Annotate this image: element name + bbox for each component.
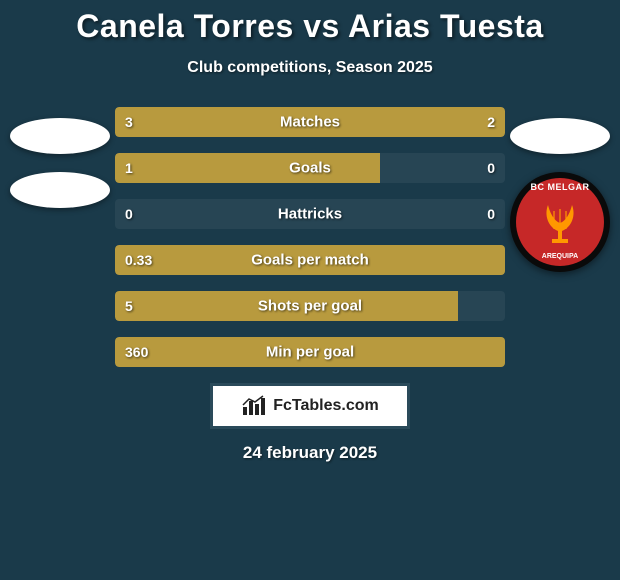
- stat-label: Hattricks: [278, 206, 342, 223]
- stat-label: Shots per goal: [258, 298, 362, 315]
- stat-value-left: 360: [125, 344, 148, 360]
- stat-row: Shots per goal 5: [115, 291, 505, 321]
- stat-row: Matches 3 2: [115, 107, 505, 137]
- stat-label: Min per goal: [266, 344, 354, 361]
- stat-row: Goals 1 0: [115, 153, 505, 183]
- stat-value-right: 2: [487, 114, 495, 130]
- stat-label: Matches: [280, 114, 340, 131]
- bar-left: [115, 153, 380, 183]
- stat-row: Hattricks 0 0: [115, 199, 505, 229]
- comparison-chart: Matches 3 2 Goals 1 0 Hattricks 0 0 Goals per mat…: [0, 107, 620, 367]
- bar-right: [349, 107, 505, 137]
- stat-value-left: 0.33: [125, 252, 152, 268]
- stat-value-left: 5: [125, 298, 133, 314]
- stat-label: Goals per match: [251, 252, 369, 269]
- stat-row: Min per goal 360: [115, 337, 505, 367]
- stat-label: Goals: [289, 160, 331, 177]
- stat-row: Goals per match 0.33: [115, 245, 505, 275]
- page-title: Canela Torres vs Arias Tuesta: [0, 8, 620, 45]
- brand-text: FcTables.com: [273, 397, 379, 415]
- stat-value-right: 0: [487, 206, 495, 222]
- stat-value-left: 1: [125, 160, 133, 176]
- stat-value-left: 0: [125, 206, 133, 222]
- root: Canela Torres vs Arias Tuesta Club compe…: [0, 0, 620, 463]
- chart-icon: [241, 395, 267, 417]
- subtitle: Club competitions, Season 2025: [0, 59, 620, 77]
- stat-value-left: 3: [125, 114, 133, 130]
- brand-badge: FcTables.com: [210, 383, 410, 429]
- stat-value-right: 0: [487, 160, 495, 176]
- date-label: 24 february 2025: [0, 443, 620, 463]
